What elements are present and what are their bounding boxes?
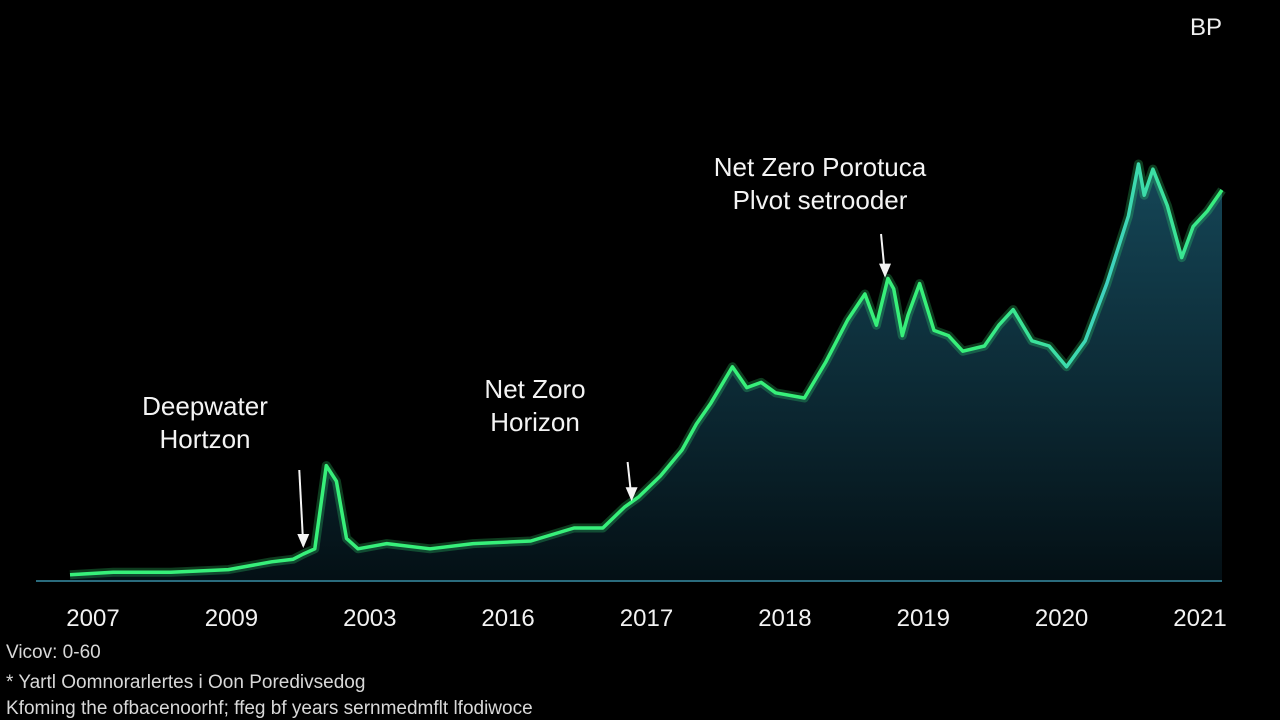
x-tick-label: 2017 xyxy=(620,605,673,632)
annotation-label: Hortzon xyxy=(159,424,250,454)
x-tick-label: 2018 xyxy=(758,605,811,632)
x-tick-label: 2016 xyxy=(481,605,534,632)
annotation-label: Deepwater xyxy=(142,391,268,421)
annotation-label: Net Zero Porotuca xyxy=(714,152,927,182)
footer-line-1: Vicov: 0-60 xyxy=(6,642,101,663)
annotation-arrowhead xyxy=(879,263,892,278)
footer-line-3: Kfoming the ofbacenoorhf; ffeg bf years … xyxy=(6,698,533,719)
annotation-arrowhead xyxy=(625,487,638,502)
footer-line-2: * Yartl Oomnorarlertes i Oon Poredivsedo… xyxy=(6,672,366,693)
area-fill xyxy=(70,164,1222,580)
x-tick-label: 2007 xyxy=(66,605,119,632)
x-tick-label: 2019 xyxy=(897,605,950,632)
brand-logo-text: BP xyxy=(1190,14,1223,41)
annotation-arrow xyxy=(298,469,305,547)
annotation-label: Plvot setrooder xyxy=(733,185,908,215)
x-tick-label: 2020 xyxy=(1035,605,1088,632)
series-line xyxy=(69,162,1224,577)
x-tick-label: 2009 xyxy=(205,605,258,632)
x-tick-label: 2003 xyxy=(343,605,396,632)
annotation-label: Horizon xyxy=(490,407,580,437)
x-tick-label: 2021 xyxy=(1173,605,1226,632)
annotation-arrowhead xyxy=(297,534,310,548)
annotation-label: Net Zoro xyxy=(484,374,585,404)
